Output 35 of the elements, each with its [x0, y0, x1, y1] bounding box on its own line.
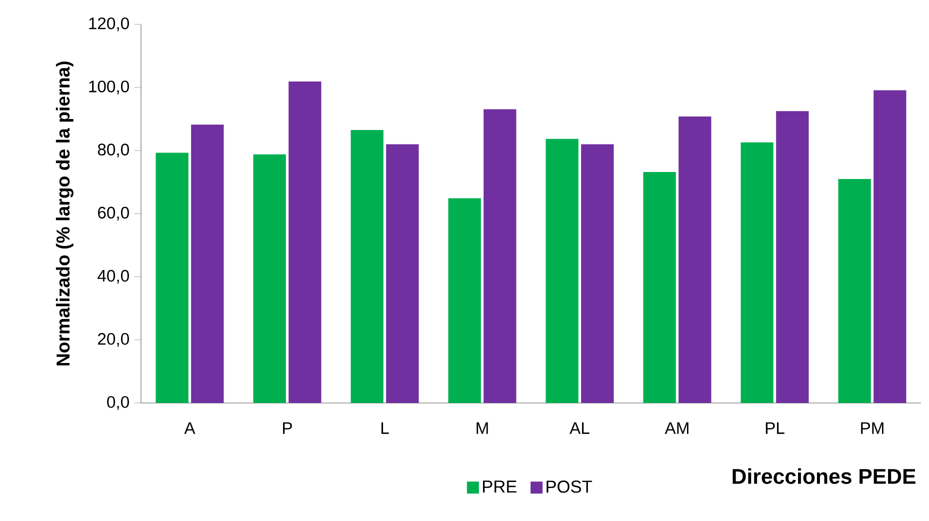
bar [643, 172, 676, 403]
y-tick-label: 20,0 [98, 333, 129, 347]
y-tick-label: 60,0 [98, 206, 129, 221]
bar [874, 90, 906, 403]
bar [253, 154, 286, 403]
bar [288, 81, 322, 403]
bar [350, 130, 384, 403]
y-tick-label: 0,0 [107, 396, 129, 410]
y-tick-label: 120,0 [89, 17, 129, 32]
bar [484, 109, 516, 403]
x-tick-label: AL [570, 422, 590, 434]
bar [581, 144, 614, 403]
bar [156, 152, 188, 403]
x-tick-label: PM [861, 422, 884, 434]
x-tick-label: PL [766, 422, 784, 434]
bar [546, 138, 578, 403]
x-tick-label: A [184, 422, 196, 434]
bar [776, 111, 809, 403]
bar [740, 142, 774, 403]
bar [838, 178, 871, 403]
y-tick-label: 80,0 [98, 144, 129, 158]
x-tick-label: L [381, 422, 389, 434]
y-tick-label: 40,0 [98, 270, 129, 284]
legend-label: PRE [483, 480, 516, 493]
bar [191, 124, 224, 403]
bar [678, 116, 712, 403]
y-tick-label: 100,0 [89, 80, 129, 94]
x-tick-label: M [476, 422, 488, 434]
x-axis-title: Direcciones PEDE [732, 468, 916, 484]
x-tick-label: AM [664, 422, 688, 434]
legend-label: POST [546, 480, 592, 493]
y-axis-title: Normalizado (% largo de la pierna) [56, 62, 74, 366]
bar [448, 198, 481, 403]
x-tick-label: P [283, 422, 292, 434]
bar [386, 144, 419, 403]
